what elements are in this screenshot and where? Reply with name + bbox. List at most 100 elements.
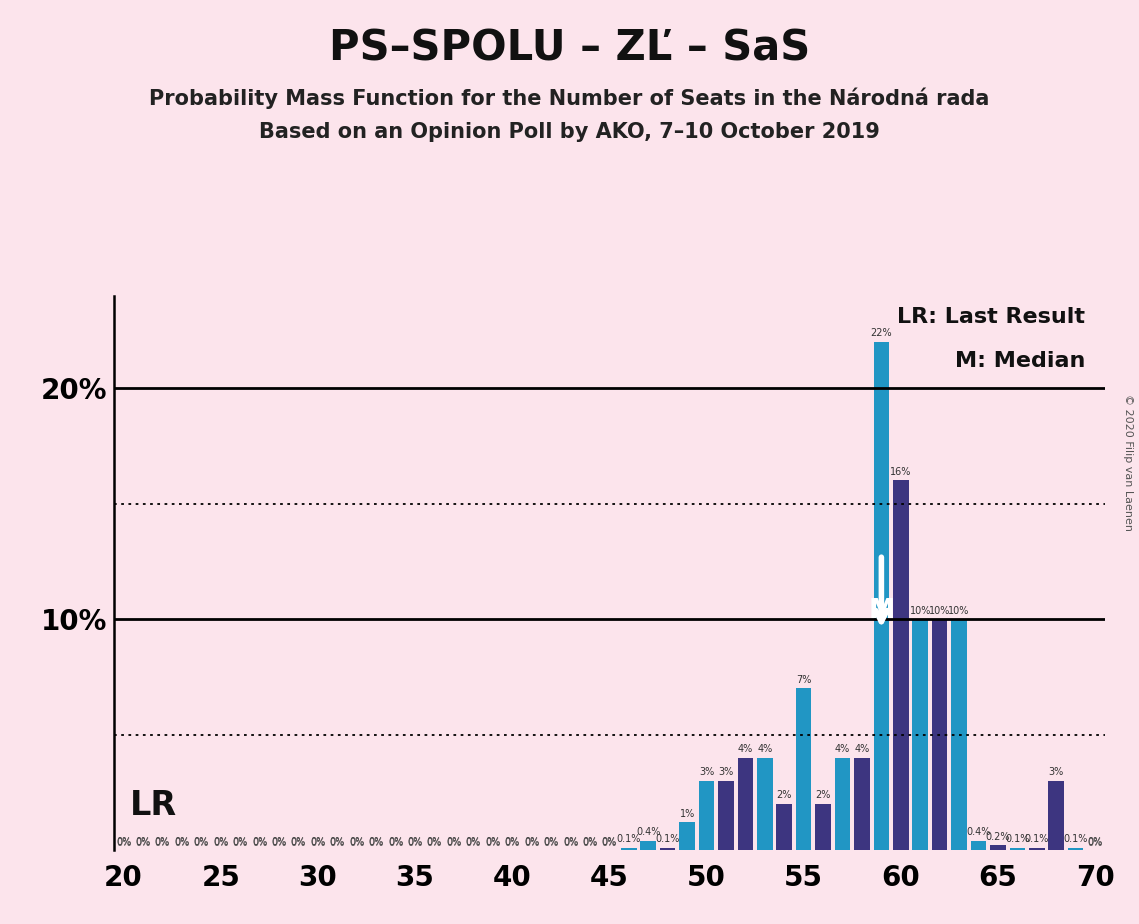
Text: 4%: 4% (835, 744, 850, 754)
Text: 0%: 0% (524, 838, 539, 848)
Text: 0%: 0% (485, 836, 500, 846)
Text: 0%: 0% (543, 838, 559, 848)
Bar (912, 619, 928, 850)
Text: 0%: 0% (155, 836, 170, 846)
Text: 0%: 0% (388, 836, 403, 846)
Text: 0%: 0% (505, 838, 519, 848)
Text: 0%: 0% (271, 836, 287, 846)
Text: 0%: 0% (1088, 836, 1103, 846)
Text: 0%: 0% (136, 836, 150, 846)
Text: 0.4%: 0.4% (636, 827, 661, 837)
Text: 0%: 0% (310, 838, 326, 848)
Text: 0%: 0% (155, 838, 170, 848)
Text: 0%: 0% (174, 836, 189, 846)
Bar (854, 758, 870, 850)
Text: 0%: 0% (563, 836, 579, 846)
Text: 0%: 0% (136, 838, 150, 848)
Bar (1029, 848, 1044, 850)
Text: 4%: 4% (757, 744, 772, 754)
Text: 0%: 0% (505, 836, 519, 846)
Text: 0%: 0% (252, 838, 268, 848)
Text: 0%: 0% (232, 838, 248, 848)
Text: LR: Last Result: LR: Last Result (898, 307, 1085, 327)
Bar (659, 848, 675, 850)
Text: 0%: 0% (271, 838, 287, 848)
Bar (738, 758, 753, 850)
Text: 0%: 0% (290, 838, 306, 848)
Bar (951, 619, 967, 850)
Text: 0.2%: 0.2% (985, 832, 1010, 842)
Text: 0%: 0% (369, 836, 384, 846)
Text: 0%: 0% (427, 838, 442, 848)
Text: 4%: 4% (738, 744, 753, 754)
Bar (1049, 781, 1064, 850)
Text: 0%: 0% (524, 836, 539, 846)
Text: 0%: 0% (563, 838, 579, 848)
Bar (816, 804, 830, 850)
Bar (698, 781, 714, 850)
Text: 0%: 0% (446, 836, 461, 846)
Text: 0%: 0% (485, 838, 500, 848)
Text: 0.1%: 0.1% (1006, 834, 1030, 845)
Text: LR: LR (130, 789, 177, 822)
Bar (990, 845, 1006, 850)
Text: 10%: 10% (949, 605, 969, 615)
Text: 0.1%: 0.1% (655, 834, 680, 845)
Bar (932, 619, 948, 850)
Text: 1%: 1% (680, 808, 695, 819)
Text: 0.4%: 0.4% (966, 827, 991, 837)
Text: 3%: 3% (1049, 767, 1064, 777)
Text: 0%: 0% (232, 836, 248, 846)
Text: 0%: 0% (408, 838, 423, 848)
Text: Probability Mass Function for the Number of Seats in the Národná rada: Probability Mass Function for the Number… (149, 88, 990, 109)
Text: 22%: 22% (870, 328, 892, 338)
Bar (893, 480, 909, 850)
Text: 0%: 0% (194, 838, 208, 848)
Bar (621, 848, 637, 850)
Bar (1009, 848, 1025, 850)
Bar (970, 841, 986, 850)
Text: 0%: 0% (194, 836, 208, 846)
Text: 0%: 0% (310, 836, 326, 846)
Text: 0%: 0% (582, 838, 598, 848)
Bar (640, 841, 656, 850)
Text: 0%: 0% (543, 836, 559, 846)
Bar (1068, 848, 1083, 850)
Text: 0%: 0% (466, 836, 481, 846)
Text: 3%: 3% (699, 767, 714, 777)
Text: 0%: 0% (329, 838, 345, 848)
Text: 0.1%: 0.1% (1064, 834, 1088, 845)
Text: M: Median: M: Median (954, 351, 1085, 371)
Text: 4%: 4% (854, 744, 869, 754)
Text: 0%: 0% (252, 836, 268, 846)
Text: 0%: 0% (466, 838, 481, 848)
Text: 7%: 7% (796, 675, 811, 685)
Text: 0.1%: 0.1% (616, 834, 641, 845)
Bar (796, 688, 811, 850)
Text: 0%: 0% (350, 836, 364, 846)
Text: 0%: 0% (369, 838, 384, 848)
Text: 0%: 0% (601, 838, 617, 848)
Text: 0%: 0% (213, 836, 229, 846)
Text: Based on an Opinion Poll by AKO, 7–10 October 2019: Based on an Opinion Poll by AKO, 7–10 Oc… (259, 122, 880, 142)
Text: 0%: 0% (116, 838, 131, 848)
Text: 2%: 2% (816, 790, 830, 800)
Text: 0%: 0% (582, 836, 598, 846)
Text: 0%: 0% (213, 838, 229, 848)
Text: 10%: 10% (910, 605, 931, 615)
Text: 0%: 0% (388, 838, 403, 848)
Text: 16%: 16% (890, 467, 911, 477)
Bar (777, 804, 792, 850)
Text: 0%: 0% (1088, 838, 1103, 848)
Text: M: M (868, 598, 894, 624)
Bar (874, 342, 890, 850)
Text: 0%: 0% (446, 838, 461, 848)
Text: 0%: 0% (290, 836, 306, 846)
Text: 0%: 0% (427, 836, 442, 846)
Text: 0%: 0% (350, 838, 364, 848)
Bar (757, 758, 772, 850)
Bar (719, 781, 734, 850)
Text: 10%: 10% (929, 605, 950, 615)
Text: 3%: 3% (719, 767, 734, 777)
Bar (835, 758, 851, 850)
